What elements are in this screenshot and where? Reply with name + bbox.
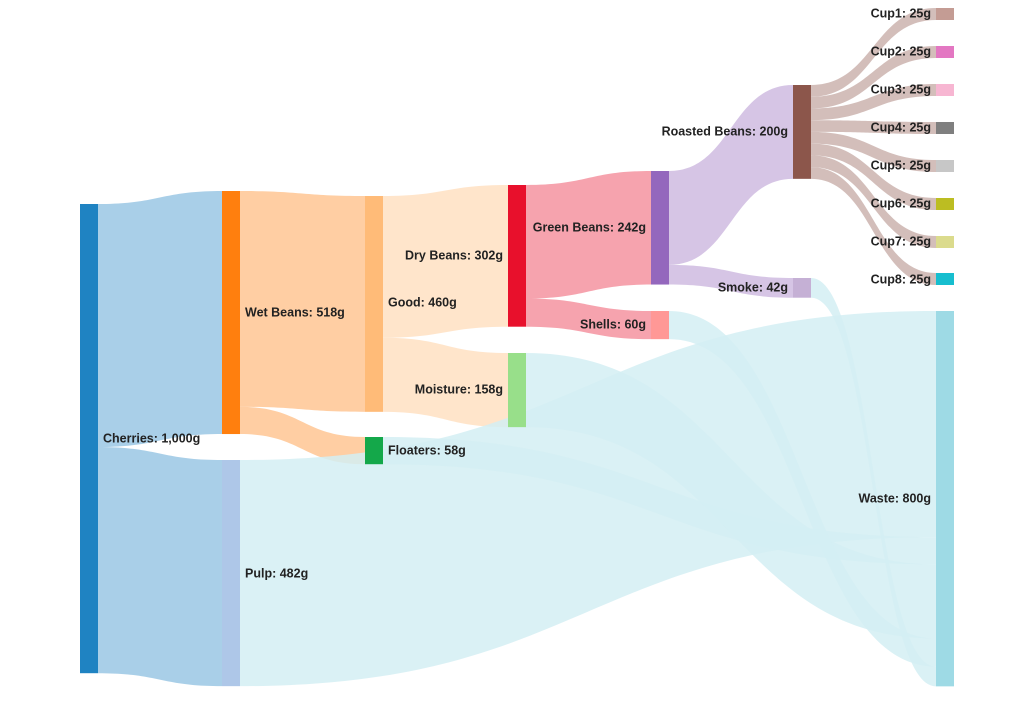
node-shells [651,311,669,340]
label-wet: Wet Beans: 518g [245,305,345,319]
link-good-to-dry [383,185,508,338]
link-smoke-to-waste [811,278,936,687]
label-layer: Cherries: 1,000g Wet Beans: 518g Pulp: 482… [103,6,931,580]
node-cup5 [936,160,954,172]
link-roasted-to-cup4 [811,120,936,134]
node-cup2 [936,46,954,58]
label-shells: Shells: 60g [580,317,646,331]
label-cup3: Cup3: 25g [871,82,931,96]
link-roasted-to-cup2 [811,46,936,109]
node-good [365,196,383,412]
node-wet [222,191,240,435]
link-dry-to-green [526,171,651,299]
link-roasted-to-cup8 [811,167,936,285]
node-cup7 [936,236,954,248]
label-roasted: Roasted Beans: 200g [662,124,788,138]
node-dry [508,185,526,327]
label-moisture: Moisture: 158g [415,382,503,396]
label-cup1: Cup1: 25g [871,6,931,20]
link-shells-to-waste [669,311,936,667]
link-layer [98,8,936,687]
label-good: Good: 460g [388,295,457,309]
label-cup8: Cup8: 25g [871,272,931,286]
node-cherries [80,204,98,674]
label-green: Green Beans: 242g [533,220,646,234]
node-roasted [793,85,811,179]
node-cup6 [936,198,954,210]
node-layer [80,8,954,687]
link-good-to-moisture [383,337,508,428]
node-cup1 [936,8,954,20]
label-cup6: Cup6: 25g [871,196,931,210]
label-waste: Waste: 800g [859,491,931,505]
link-roasted-to-cup6 [811,143,936,210]
label-cup5: Cup5: 25g [871,158,931,172]
link-roasted-to-cup3 [811,84,936,121]
node-waste [936,311,954,687]
link-green-to-roasted [669,85,793,265]
label-floaters: Floaters: 58g [388,443,466,457]
node-cup4 [936,122,954,134]
label-cherries: Cherries: 1,000g [103,431,200,445]
node-cup3 [936,84,954,96]
label-pulp: Pulp: 482g [245,566,308,580]
link-green-to-smoke [669,264,793,298]
link-wet-to-good [240,191,365,412]
link-wet-to-floaters [240,406,365,465]
label-dry: Dry Beans: 302g [405,248,503,262]
label-cup4: Cup4: 25g [871,120,931,134]
label-smoke: Smoke: 42g [718,280,788,294]
link-cherries-to-pulp [98,447,222,687]
link-dry-to-shells [526,298,651,340]
link-roasted-to-cup1 [811,8,936,97]
node-floaters [365,437,383,465]
node-pulp [222,460,240,687]
label-cup7: Cup7: 25g [871,234,931,248]
node-cup8 [936,273,954,285]
node-moisture [508,353,526,428]
node-smoke [793,278,811,298]
node-green [651,171,669,285]
link-roasted-to-cup5 [811,131,936,172]
link-cherries-to-wet [98,191,222,448]
label-cup2: Cup2: 25g [871,44,931,58]
link-roasted-to-cup7 [811,155,936,248]
